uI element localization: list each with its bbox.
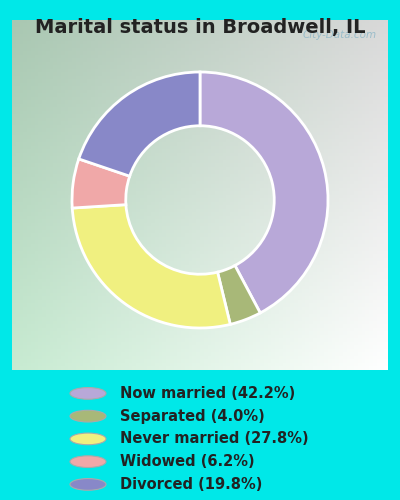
Text: Never married (27.8%): Never married (27.8%) [120,432,309,446]
Text: Marital status in Broadwell, IL: Marital status in Broadwell, IL [35,18,365,38]
Text: Widowed (6.2%): Widowed (6.2%) [120,454,255,469]
Wedge shape [79,72,200,176]
Text: Divorced (19.8%): Divorced (19.8%) [120,477,262,492]
Circle shape [70,388,106,399]
Wedge shape [72,204,230,328]
Wedge shape [200,72,328,313]
Circle shape [70,456,106,468]
Circle shape [70,478,106,490]
Text: City-Data.com: City-Data.com [302,30,377,40]
Circle shape [70,410,106,422]
Text: Now married (42.2%): Now married (42.2%) [120,386,295,401]
Wedge shape [218,266,260,324]
Wedge shape [72,159,130,208]
Circle shape [70,433,106,445]
Text: Separated (4.0%): Separated (4.0%) [120,408,265,424]
